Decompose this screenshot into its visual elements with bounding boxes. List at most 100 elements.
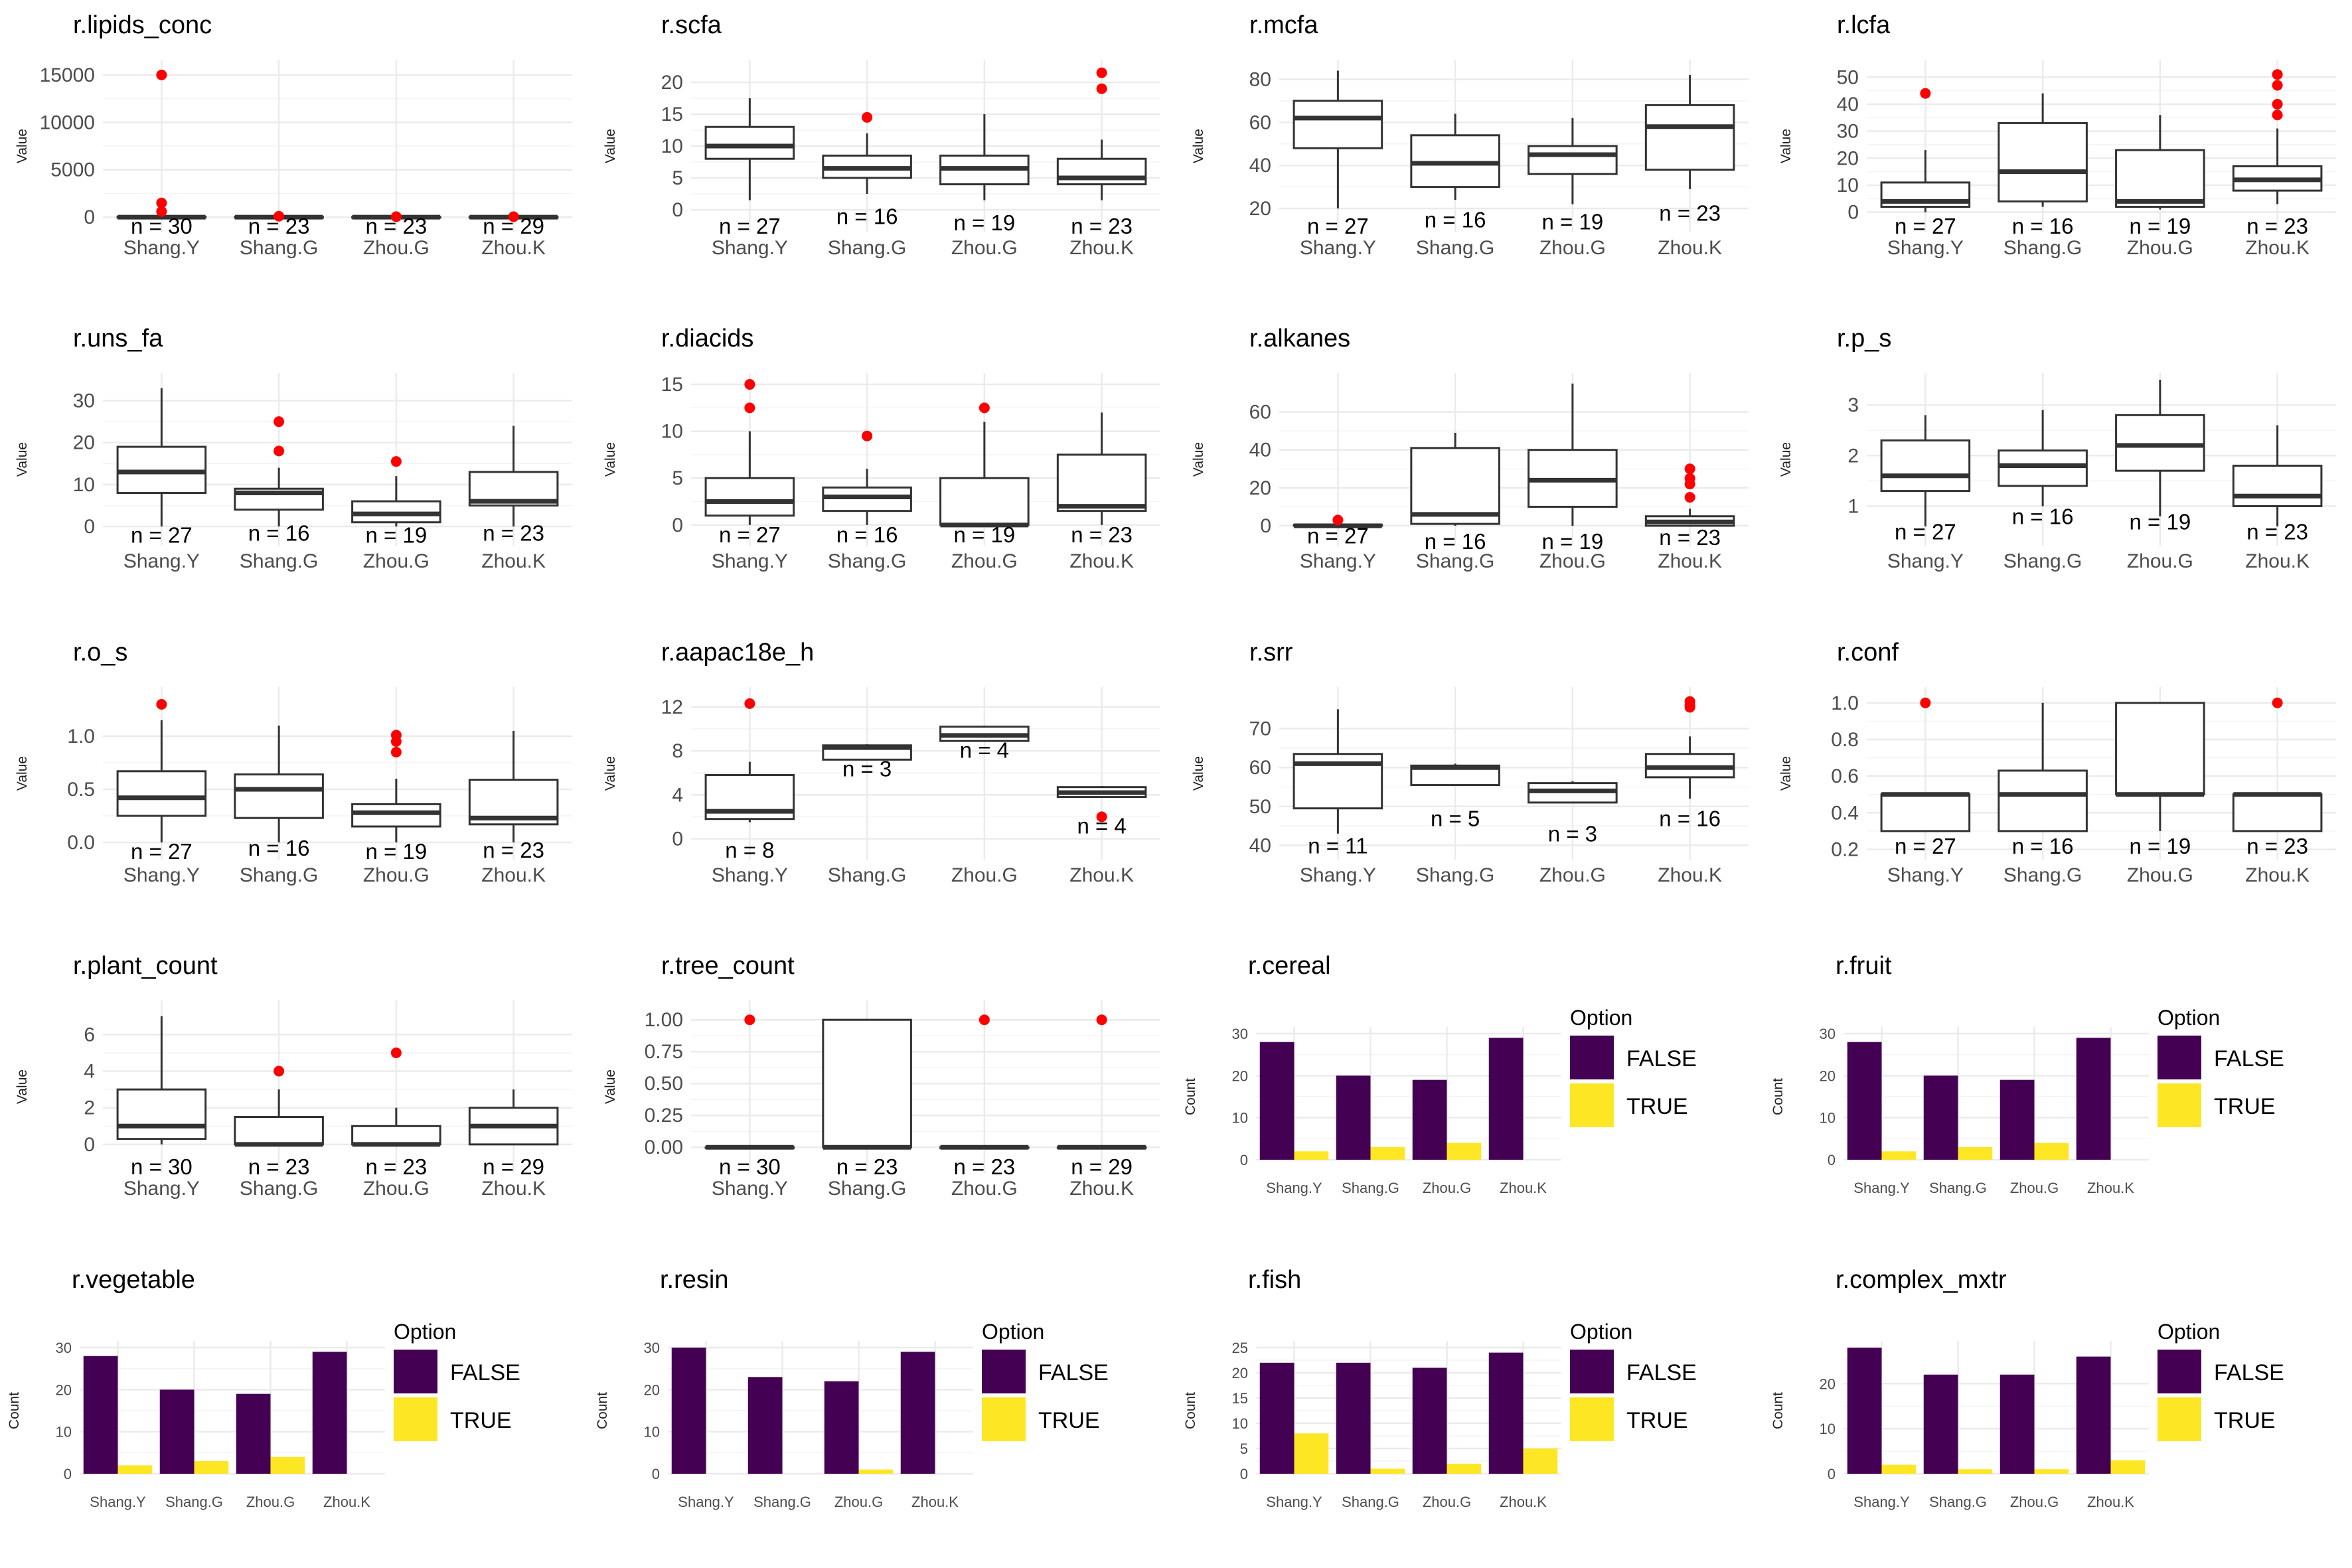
box-iqr xyxy=(1410,447,1500,525)
n-count-label: n = 16 xyxy=(836,204,898,229)
y-tick-label: 5 xyxy=(1240,1441,1248,1457)
n-count-label: n = 27 xyxy=(131,523,193,548)
y-axis-title: Count xyxy=(595,1392,610,1429)
x-tick-label: Zhou.G xyxy=(1423,1494,1471,1510)
panel-title: r.scfa xyxy=(661,11,722,39)
n-count-label: n = 23 xyxy=(366,1154,428,1179)
box-shang-y xyxy=(704,1014,795,1150)
y-tick-label: 0 xyxy=(1828,1466,1836,1482)
box-shang-y xyxy=(704,379,795,525)
y-tick-label: 0.0 xyxy=(67,832,95,854)
box-zhou-g xyxy=(2115,115,2205,210)
n-count-label: n = 19 xyxy=(366,839,428,864)
legend-label: TRUE xyxy=(1038,1408,1100,1433)
box-shang-y xyxy=(1293,70,1383,209)
bar-true-shang-y xyxy=(1881,1151,1917,1160)
y-tick-label: 6 xyxy=(84,1024,95,1046)
bar-true-shang-g xyxy=(194,1461,229,1474)
x-tick-label: Zhou.K xyxy=(481,864,546,886)
y-tick-label: 10 xyxy=(1232,1415,1248,1432)
outlier-point xyxy=(274,210,285,222)
y-tick-label: 70 xyxy=(1249,718,1271,740)
n-count-label: n = 27 xyxy=(719,214,781,238)
bar-false-shang-y xyxy=(1847,1042,1882,1160)
x-tick-label: Zhou.K xyxy=(1069,237,1134,259)
x-tick-label: Shang.Y xyxy=(1887,550,1964,572)
y-tick-label: 3 xyxy=(1847,394,1859,416)
legend-label: FALSE xyxy=(2214,1046,2284,1071)
box-zhou-g xyxy=(939,402,1030,528)
n-count-label: n = 19 xyxy=(366,523,428,548)
bar-true-shang-y xyxy=(1294,1151,1329,1160)
box-iqr xyxy=(704,125,795,160)
outlier-point xyxy=(2272,98,2283,110)
box-shang-g xyxy=(1998,702,2088,832)
y-axis-title: Value xyxy=(15,129,30,163)
box-iqr xyxy=(822,1018,912,1148)
bar-false-shang-y xyxy=(1847,1348,1882,1474)
y-tick-label: 4 xyxy=(84,1061,95,1083)
y-tick-label: 10 xyxy=(661,135,683,157)
y-tick-label: 30 xyxy=(73,390,95,412)
y-tick-label: 2 xyxy=(1847,445,1859,467)
box-shang-y xyxy=(1293,514,1383,528)
x-tick-label: Shang.Y xyxy=(123,864,200,886)
box-iqr xyxy=(704,477,795,517)
x-tick-label: Zhou.G xyxy=(2010,1494,2059,1510)
x-tick-label: Zhou.K xyxy=(1658,237,1722,259)
y-tick-label: 5 xyxy=(672,167,683,189)
x-tick-label: Zhou.K xyxy=(2245,550,2310,572)
outlier-point xyxy=(2272,80,2283,91)
box-zhou-g xyxy=(351,211,441,222)
panel-title: r.fish xyxy=(1248,1266,1301,1294)
box-iqr xyxy=(2115,414,2205,472)
x-tick-label: Zhou.G xyxy=(363,550,430,572)
panel-title: r.diacids xyxy=(661,325,753,353)
box-zhou-k xyxy=(1644,74,1735,189)
y-tick-label: 0 xyxy=(64,1466,72,1482)
box-shang-y xyxy=(704,698,795,823)
panel-title: r.resin xyxy=(660,1266,728,1294)
x-tick-label: Zhou.G xyxy=(1539,864,1606,886)
panel-alkanes: r.alkanes 0 20 40 60 Value Shang.Y Shang.G Zhou.… xyxy=(1191,325,1749,572)
y-tick-label: 20 xyxy=(1820,1375,1836,1392)
x-tick-label: Shang.Y xyxy=(1300,237,1376,259)
outlier-point xyxy=(156,699,167,710)
y-tick-label: 20 xyxy=(56,1381,72,1398)
box-iqr xyxy=(1293,100,1383,149)
y-axis-title: Count xyxy=(1183,1392,1198,1429)
x-tick-label: Zhou.G xyxy=(2010,1180,2059,1196)
y-axis-title: Value xyxy=(1191,442,1206,477)
y-tick-label: 10 xyxy=(1820,1421,1836,1437)
outlier-point xyxy=(1684,463,1695,475)
panel-conf: r.conf 0.2 0.4 0.6 0.8 1.0 Value Shang.Y Shang.G… xyxy=(1778,639,2336,886)
x-tick-label: Shang.Y xyxy=(712,237,788,259)
y-tick-label: 8 xyxy=(672,740,683,762)
outlier-point xyxy=(2272,69,2283,80)
box-iqr xyxy=(1056,157,1147,186)
legend-key-true xyxy=(1570,1397,1614,1441)
outlier-point xyxy=(979,402,990,414)
bar-false-zhou-k xyxy=(1488,1352,1524,1474)
y-axis-title: Value xyxy=(603,129,618,163)
legend: Option FALSE TRUE xyxy=(394,1320,520,1441)
x-tick-label: Zhou.G xyxy=(834,1494,883,1510)
n-count-label: n = 23 xyxy=(2246,214,2308,238)
outlier-point xyxy=(1920,88,1931,99)
n-count-label: n = 16 xyxy=(248,521,310,546)
panel-lcfa: r.lcfa 0 10 20 30 40 50 Value Shang.Y Shang.G Zhou… xyxy=(1778,11,2336,259)
x-tick-label: Shang.Y xyxy=(1853,1494,1910,1510)
panel-aapac18e-h: r.aapac18e_h 0 4 8 12 Value Shang.Y Shang.G Zhou… xyxy=(603,639,1160,886)
y-tick-label: 30 xyxy=(56,1340,72,1356)
box-shang-y xyxy=(704,98,795,200)
x-tick-label: Shang.Y xyxy=(1300,550,1376,572)
y-tick-label: 30 xyxy=(644,1340,660,1356)
panel-title: r.p_s xyxy=(1837,325,1891,353)
n-count-label: n = 3 xyxy=(1548,822,1597,846)
bar-true-zhou-g xyxy=(270,1456,305,1474)
box-shang-y xyxy=(1880,415,1971,526)
panel-o-s: r.o_s 0.0 0.5 1.0 Value Shang.Y Shang.G Zhou.G Z… xyxy=(15,639,572,886)
box-iqr xyxy=(1880,439,1971,493)
box-zhou-k xyxy=(1056,67,1147,200)
y-tick-label: 0 xyxy=(1240,1466,1248,1482)
